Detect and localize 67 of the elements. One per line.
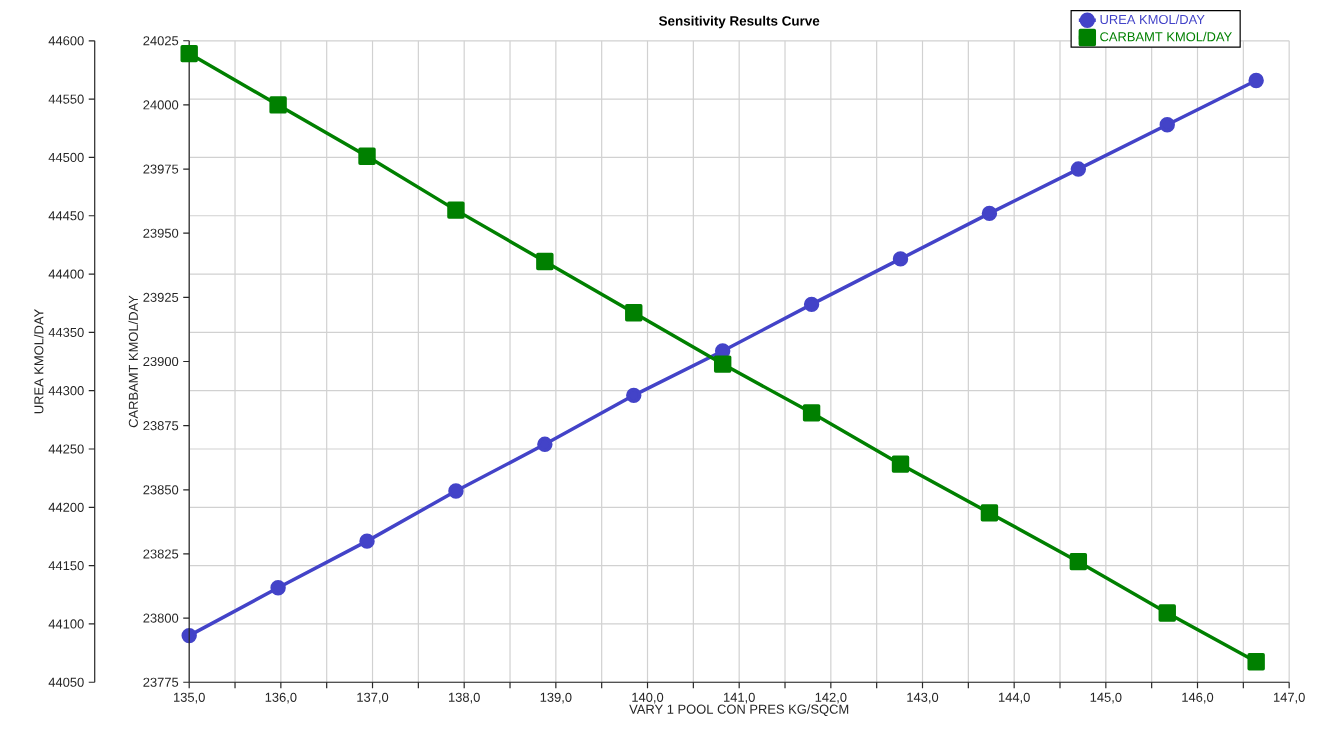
point [1247, 653, 1265, 671]
x-tick-label: 144,0 [998, 692, 1030, 704]
y-axis-title: UREA KMOL/DAY [33, 309, 44, 414]
y2-tick-label: 23925 [143, 292, 179, 302]
point [447, 201, 465, 219]
point [536, 252, 554, 271]
y-tick-label: 44600 [48, 36, 84, 46]
x-tick-label: 137,0 [357, 692, 389, 704]
point [448, 483, 464, 499]
y2-tick-label: 23875 [143, 421, 179, 431]
y-tick-label: 44100 [48, 619, 84, 629]
y-tick-label: 44400 [48, 269, 84, 279]
point [1070, 161, 1087, 177]
y2-tick-label: 23950 [143, 228, 179, 238]
x-tick-label: 143,0 [907, 692, 939, 704]
point [803, 296, 820, 313]
y-tick-label: 44150 [48, 561, 84, 571]
y-tick-label: 44050 [48, 677, 84, 687]
point [1158, 604, 1176, 622]
y2-axis-title: CARBAMT KMOL/DAY [128, 295, 138, 428]
x-tick-label: 145,0 [1090, 692, 1122, 704]
y2-tick-label: 23850 [143, 485, 179, 495]
point [537, 436, 553, 453]
y2-tick-label: 24000 [143, 100, 179, 110]
y2-tick-label: 23900 [143, 356, 179, 367]
point [1248, 72, 1264, 89]
legend-label: CARBAMT KMOL/DAY [1100, 31, 1232, 42]
y-tick-label: 44350 [48, 327, 84, 337]
point [892, 251, 909, 267]
point [270, 580, 286, 596]
x-tick-label: 140,0 [632, 692, 664, 704]
x-tick-label: 141,0 [723, 692, 755, 704]
y-tick-label: 44450 [48, 211, 84, 221]
point [891, 455, 910, 473]
x-tick-label: 136,0 [265, 692, 297, 704]
chart-title: Sensitivity Results Curve [658, 15, 820, 29]
y2-tick-label: 23975 [143, 164, 179, 174]
point [626, 387, 642, 404]
y2-tick-label: 23825 [143, 549, 179, 559]
x-axis-title: VARY 1 POOL CON PRES KG/SQCM [629, 704, 849, 717]
y-tick-label: 44250 [48, 444, 84, 454]
point [713, 355, 732, 373]
point [981, 205, 998, 222]
point [802, 404, 821, 422]
y2-tick-label: 24025 [143, 36, 179, 46]
x-tick-label: 146,0 [1182, 692, 1214, 704]
x-tick-label: 142,0 [815, 692, 847, 704]
point [181, 627, 197, 644]
x-tick-label: 139,0 [540, 692, 572, 704]
point [358, 147, 376, 165]
x-tick-label: 147,0 [1273, 692, 1305, 704]
point [359, 533, 375, 549]
y2-tick-label: 23775 [143, 677, 179, 687]
point [1069, 552, 1088, 571]
point [180, 44, 198, 63]
y-tick-label: 44200 [48, 502, 84, 512]
y2-tick-label: 23800 [143, 613, 179, 623]
point [980, 504, 999, 522]
y-tick-label: 44500 [48, 152, 84, 163]
point [1159, 117, 1175, 133]
legend-label: UREA KMOL/DAY [1100, 14, 1205, 25]
point [625, 304, 643, 322]
x-tick-label: 135,0 [174, 692, 205, 704]
point [269, 96, 287, 114]
x-tick-label: 138,0 [448, 692, 480, 704]
y-tick-label: 44300 [48, 386, 84, 396]
y-tick-label: 44550 [48, 94, 84, 104]
